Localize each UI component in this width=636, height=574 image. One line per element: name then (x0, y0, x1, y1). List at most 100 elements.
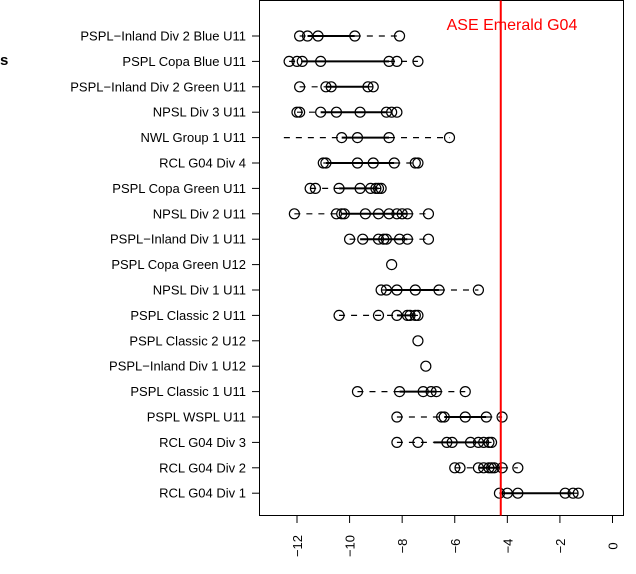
x-tick-label: 0 (606, 542, 621, 549)
box-row (343, 233, 435, 245)
box-row (391, 411, 508, 423)
data-point (464, 436, 477, 448)
data-point (422, 208, 435, 220)
data-point (459, 386, 471, 398)
box-row (493, 487, 584, 499)
x-tick-label: −10 (343, 535, 358, 557)
plot-area-frame (259, 0, 624, 516)
data-point (488, 462, 500, 474)
x-tick-label: −4 (500, 539, 515, 554)
data-point (559, 487, 571, 499)
data-point (496, 411, 508, 423)
x-tick-label: −12 (290, 535, 305, 557)
data-point (304, 182, 316, 194)
data-point (359, 208, 371, 220)
data-point (472, 284, 485, 296)
data-point (441, 436, 453, 448)
box-row (283, 132, 456, 144)
data-point (412, 55, 424, 68)
x-tick-label: −6 (448, 539, 463, 554)
box-row (449, 462, 524, 474)
data-point (367, 81, 379, 93)
reference-line-group: ASE Emerald G04 (447, 0, 578, 516)
data-point (351, 157, 364, 169)
y-tick-label: PSPL−Inland Div 2 Blue U11 (80, 29, 246, 44)
data-point (372, 182, 385, 194)
data-point (291, 55, 303, 68)
data-point (383, 208, 395, 220)
data-point (330, 106, 343, 118)
data-point (412, 157, 424, 169)
data-point (425, 386, 437, 398)
y-tick-label: RCL G04 Div 1 (159, 486, 246, 501)
data-point (454, 462, 466, 474)
box-row (291, 106, 403, 118)
data-point (412, 335, 424, 347)
y-tick-label: PSPL Copa Blue U11 (122, 54, 246, 69)
data-point (404, 309, 416, 321)
data-point (312, 30, 324, 42)
data-point (388, 157, 400, 169)
y-tick-label: NPSL Div 1 U11 (153, 283, 246, 298)
box-row (386, 259, 398, 271)
data-point (483, 462, 495, 474)
data-point (320, 157, 332, 169)
data-point (375, 284, 387, 296)
y-tick-label: NPSL Div 3 U11 (153, 105, 246, 120)
box-row (294, 30, 406, 42)
data-point (370, 182, 382, 194)
data-point (354, 106, 366, 118)
data-point (409, 157, 421, 169)
data-point (288, 208, 300, 220)
y-tick-label: PSPL Copa Green U12 (111, 257, 246, 272)
data-point (294, 106, 306, 118)
data-point (438, 411, 450, 423)
box-row (304, 182, 387, 194)
data-point (386, 106, 398, 118)
data-point (433, 284, 445, 296)
data-point (351, 132, 364, 144)
data-point (330, 208, 343, 220)
data-point (412, 436, 424, 448)
data-point (380, 233, 392, 245)
data-point (396, 208, 408, 220)
data-point (401, 233, 414, 245)
data-point (512, 462, 524, 474)
data-point (409, 284, 421, 296)
data-point (483, 436, 495, 448)
data-point (336, 132, 348, 144)
data-point (367, 157, 379, 169)
data-point (391, 284, 403, 296)
data-point (349, 30, 361, 42)
box-row (288, 208, 435, 220)
data-point (430, 386, 442, 398)
box-row (283, 55, 424, 68)
reference-line-label: ASE Emerald G04 (447, 17, 578, 34)
y-tick-label: PSPL Classic 2 U12 (129, 333, 246, 348)
y-tick-label: RCL G04 Div 3 (159, 435, 246, 450)
data-point (283, 55, 295, 68)
data-point (351, 386, 364, 398)
data-point (383, 132, 395, 144)
y-tick-label: PSPL−Inland Div 2 Green U11 (70, 79, 246, 94)
y-tick-label: PSPL−Inland Div 1 U11 (110, 232, 246, 247)
data-point (393, 386, 406, 398)
data-point (336, 208, 348, 220)
data-point (393, 233, 406, 245)
data-point (459, 411, 471, 423)
y-tick-label: PSPL WSPL U11 (147, 410, 246, 425)
data-point (443, 132, 456, 144)
data-point (512, 487, 524, 499)
x-tick-label: −8 (395, 539, 410, 554)
data-point (315, 55, 327, 68)
data-point (446, 436, 458, 448)
data-point (375, 182, 387, 194)
y-tick-label: RCL G04 Div 4 (159, 156, 246, 171)
box-row (375, 284, 485, 296)
data-point (372, 233, 385, 245)
box-row (351, 386, 471, 398)
y-axis: PSPL−Inland Div 2 Blue U11 PSPL Copa Blue… (70, 29, 260, 501)
data-point (480, 411, 492, 423)
box-series (283, 30, 584, 499)
